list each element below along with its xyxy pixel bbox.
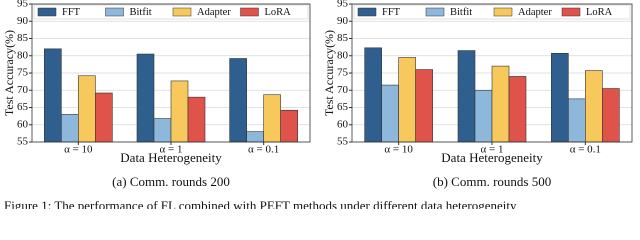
y-tick-label: 55 xyxy=(337,136,349,148)
bar xyxy=(364,47,382,143)
bar xyxy=(263,94,281,143)
legend-label: LoRA xyxy=(265,7,292,18)
legend-swatch xyxy=(172,7,192,17)
y-tick-label: 80 xyxy=(337,49,349,61)
y-tick-label: 60 xyxy=(17,118,29,130)
x-tick-label: α = 0.1 xyxy=(570,144,601,156)
bar xyxy=(44,48,62,143)
legend-label: FFT xyxy=(382,7,401,18)
bar xyxy=(280,109,298,143)
figure-caption: Figure 1: The performance of FL combined… xyxy=(4,198,517,209)
y-axis-label: Test Accuracy(%) xyxy=(322,30,336,116)
bar xyxy=(415,69,433,143)
y-tick-label: 75 xyxy=(17,67,29,79)
legend-label: Adapter xyxy=(518,7,552,18)
plot-frame xyxy=(351,3,633,143)
bar xyxy=(95,92,113,143)
legend-label: Bitfit xyxy=(450,7,472,18)
bar xyxy=(398,57,416,143)
y-tick-label: 75 xyxy=(337,67,349,79)
y-tick-label: 90 xyxy=(17,15,29,27)
legend-swatch xyxy=(425,7,445,17)
bar xyxy=(508,76,527,143)
legend-swatch xyxy=(493,7,513,17)
y-tick-label: 90 xyxy=(337,15,349,27)
bar xyxy=(78,75,96,143)
legend: FFT Bitfit Adapter LoRA xyxy=(353,4,631,20)
y-tick-label: 55 xyxy=(17,136,29,148)
legend-box xyxy=(353,4,631,20)
chart-caption: (b) Comm. rounds 500 xyxy=(433,174,551,189)
plot-frame xyxy=(31,3,311,143)
bar xyxy=(246,131,264,143)
y-tick-label: 65 xyxy=(17,101,29,113)
bar xyxy=(229,58,247,143)
legend-swatch xyxy=(240,7,259,17)
y-tick-label: 70 xyxy=(337,84,349,96)
legend-label: LoRA xyxy=(586,7,613,18)
x-tick-label: α = 0.1 xyxy=(248,144,279,156)
bar xyxy=(474,89,493,143)
x-axis-label: Data Heterogeneity xyxy=(120,150,222,165)
y-tick-label: 85 xyxy=(17,32,29,44)
legend-swatch xyxy=(37,7,57,17)
x-tick-label: α = 1 xyxy=(481,144,504,156)
y-tick-label: 60 xyxy=(337,118,349,130)
bar xyxy=(551,53,569,143)
chart-caption: (a) Comm. rounds 200 xyxy=(112,174,230,189)
bar xyxy=(170,80,189,143)
bar xyxy=(491,65,510,143)
bar xyxy=(585,70,603,143)
bar xyxy=(602,88,620,143)
bar xyxy=(381,84,399,143)
x-tick-label: α = 10 xyxy=(64,144,93,156)
legend-label: Bitfit xyxy=(130,7,152,18)
legend-swatch xyxy=(105,7,124,17)
bar xyxy=(568,98,586,143)
legend-box xyxy=(33,4,309,20)
bar xyxy=(457,50,476,143)
bar xyxy=(187,96,206,143)
y-tick-label: 70 xyxy=(17,84,29,96)
y-axis-label: Test Accuracy(%) xyxy=(2,30,16,116)
legend-swatch xyxy=(561,7,581,17)
y-tick-label: 95 xyxy=(17,0,29,10)
figure: Figure 1: The performance of FL combined… xyxy=(2,0,633,209)
legend-label: Adapter xyxy=(197,7,231,18)
x-axis-label: Data Heterogeneity xyxy=(441,150,543,165)
bar xyxy=(61,114,79,143)
y-tick-label: 95 xyxy=(337,0,349,10)
x-tick-label: α = 1 xyxy=(160,144,183,156)
legend-label: FFT xyxy=(62,7,81,18)
x-tick-label: α = 10 xyxy=(384,144,413,156)
legend: FFT Bitfit Adapter LoRA xyxy=(33,4,309,20)
y-tick-label: 80 xyxy=(17,49,29,61)
bar xyxy=(153,118,172,143)
bar xyxy=(136,53,155,143)
y-tick-label: 65 xyxy=(337,101,349,113)
y-tick-label: 85 xyxy=(337,32,349,44)
legend-swatch xyxy=(357,7,377,17)
